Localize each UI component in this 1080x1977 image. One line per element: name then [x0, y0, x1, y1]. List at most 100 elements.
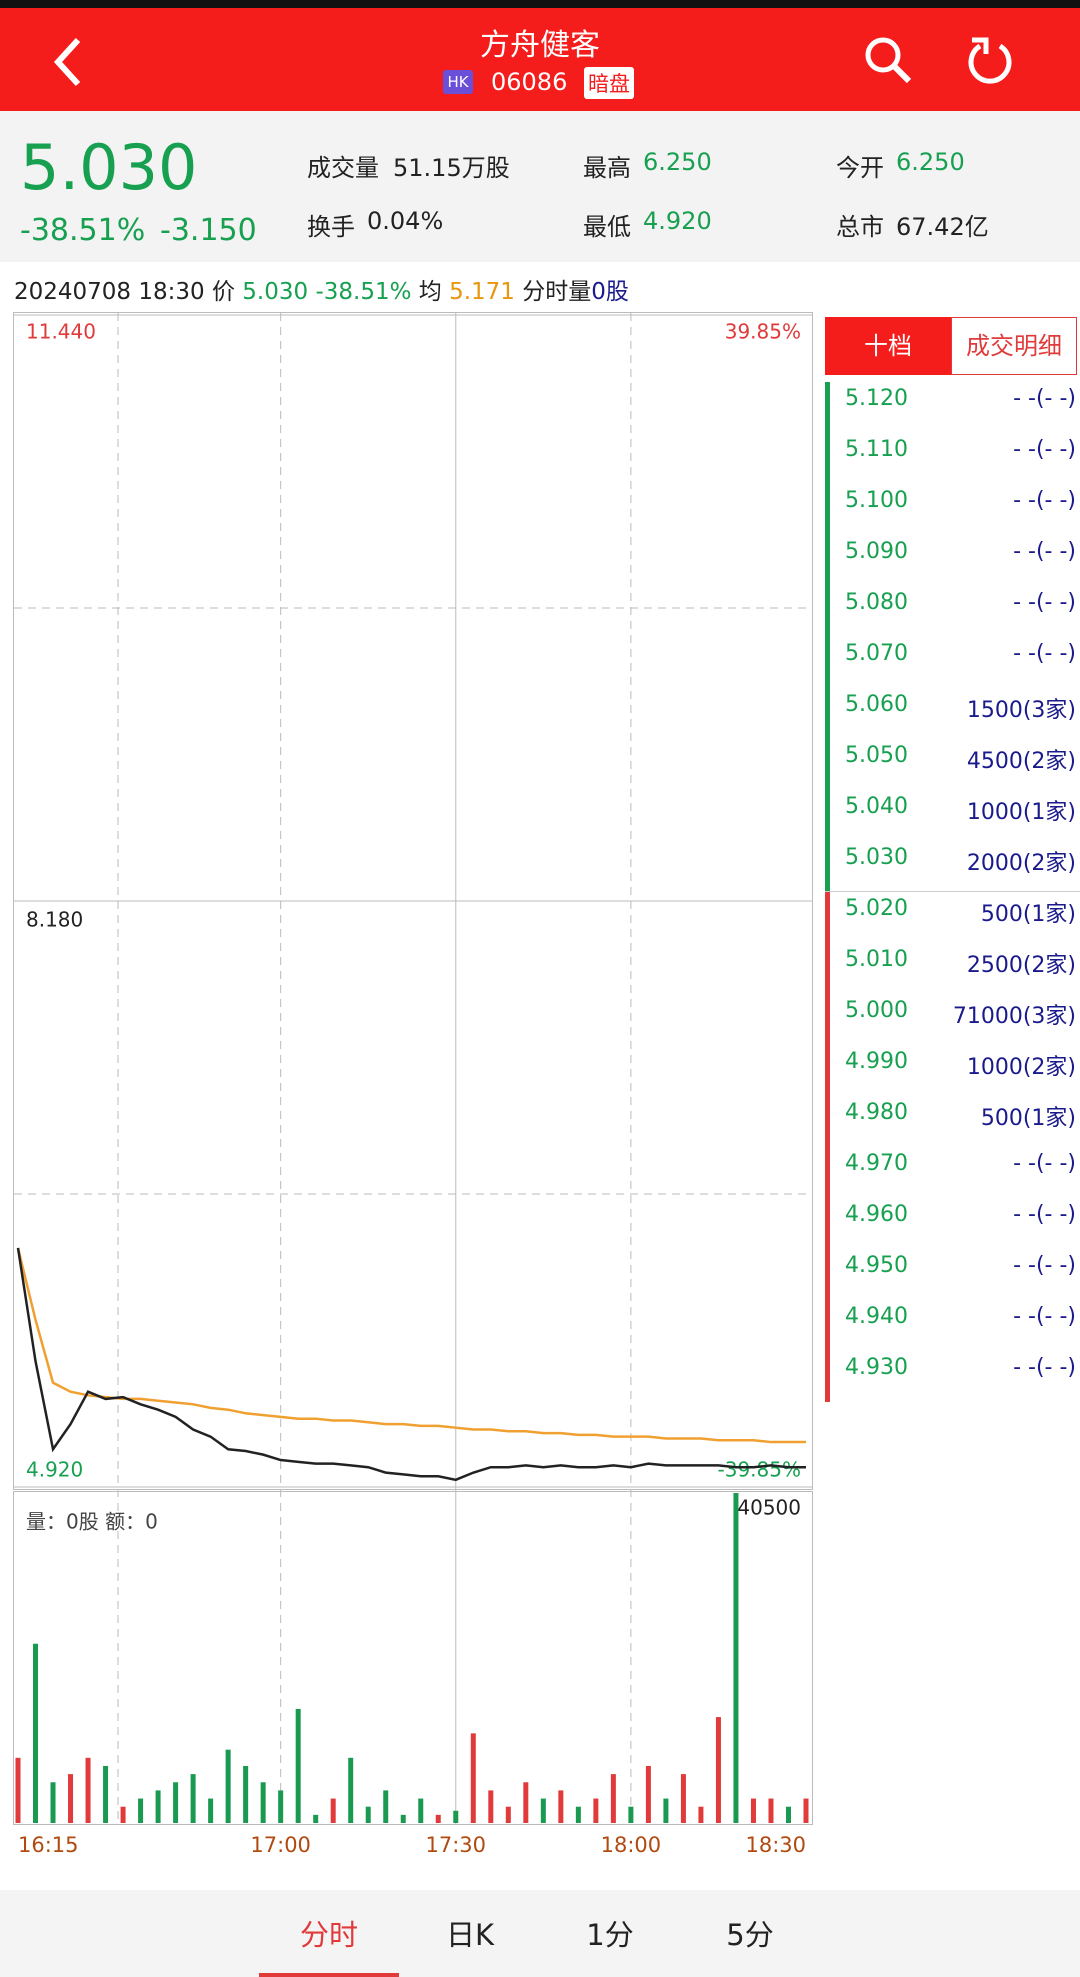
price: 5.030: [242, 279, 309, 305]
book-volume: - -(- -): [1013, 1253, 1076, 1278]
volume-bar: [50, 1782, 56, 1823]
side-bar: [825, 1096, 830, 1147]
avg: 5.171: [449, 279, 515, 305]
order-book: 十档 成交明细 5.120 - -(- -) 5.110 - -(- -) 5.100 - -…: [825, 314, 1080, 1404]
book-price: 5.120: [845, 386, 908, 411]
stat-label: 换手: [307, 213, 355, 241]
book-price: 5.050: [845, 743, 908, 768]
book-volume: - -(- -): [1013, 488, 1076, 513]
volume-tick-label: 40500: [737, 1496, 801, 1520]
book-volume: 500(1家): [980, 902, 1076, 927]
book-volume: 1000(1家): [966, 800, 1076, 825]
volume-bar: [645, 1765, 651, 1823]
volume-panel: [13, 1491, 813, 1825]
volume-bar: [575, 1806, 581, 1823]
stat-value: 51.15万股: [393, 154, 510, 182]
volume-bar: [225, 1749, 231, 1823]
price-line: [16, 1247, 806, 1444]
volume-bar: [313, 1814, 319, 1823]
intraday-chart: 11.440 8.180 4.920 39.85% -39.85% 16:15 17:00 1…: [13, 312, 813, 1857]
book-volume: 500(1家): [980, 1106, 1076, 1131]
book-price: 4.970: [845, 1151, 908, 1176]
volume-bar: [750, 1798, 756, 1823]
book-volume: 1500(3家): [966, 698, 1076, 723]
volume-bar: [803, 1798, 809, 1823]
volume-bar: [663, 1798, 669, 1823]
volume-bar: [365, 1806, 371, 1823]
bottom-tab[interactable]: 1分: [586, 1918, 634, 1952]
side-bar: [825, 637, 830, 688]
y-tick-label: 8.180: [26, 908, 83, 932]
stat-value: 4.920: [643, 207, 712, 235]
bottom-tab[interactable]: 5分: [726, 1918, 774, 1952]
volume-label: 分时量: [522, 279, 592, 305]
side-bar: [825, 535, 830, 586]
volume-bar: [190, 1774, 196, 1823]
x-tick-label: 17:00: [250, 1833, 311, 1857]
book-volume: 4500(2家): [966, 749, 1076, 774]
stock-code: 06086: [491, 68, 568, 96]
avg-label: 均: [418, 279, 442, 305]
x-tick-label: 17:30: [426, 1833, 487, 1857]
search-button[interactable]: [862, 34, 914, 86]
book-price: 5.020: [845, 896, 908, 921]
volume-bar: [453, 1810, 459, 1823]
stat-label: 成交量: [307, 154, 379, 182]
book-volume: - -(- -): [1013, 1304, 1076, 1329]
x-tick-label: 18:00: [601, 1833, 662, 1857]
book-price: 5.110: [845, 437, 908, 462]
book-volume: - -(- -): [1013, 590, 1076, 615]
book-price: 5.080: [845, 590, 908, 615]
side-bar: [825, 892, 830, 943]
book-volume: - -(- -): [1013, 1202, 1076, 1227]
book-volume: 2500(2家): [966, 953, 1076, 978]
volume-bar: [120, 1806, 126, 1823]
volume-bar: [103, 1765, 109, 1823]
x-tick-label: 18:30: [745, 1833, 806, 1857]
volume-bar: [260, 1782, 266, 1823]
market-badge: HK: [443, 70, 473, 94]
time: 20240708 18:30: [14, 279, 205, 305]
side-bar: [825, 1249, 830, 1300]
book-price: 4.950: [845, 1253, 908, 1278]
bottom-tab[interactable]: 分时: [299, 1918, 358, 1952]
change-pct: -38.51%: [20, 213, 146, 248]
refresh-button[interactable]: [964, 34, 1016, 88]
book-volume: - -(- -): [1013, 1151, 1076, 1176]
y-tick-label: 4.920: [26, 1458, 83, 1482]
y2-tick-label: -39.85%: [718, 1458, 801, 1482]
volume-bar: [680, 1774, 686, 1823]
volume: 0股: [591, 279, 629, 305]
volume-bar: [330, 1798, 336, 1823]
stat-value: 67.42亿: [896, 213, 989, 241]
volume-bar: [715, 1717, 721, 1823]
side-bar: [825, 1351, 830, 1402]
book-tab[interactable]: 成交明细: [951, 317, 1077, 375]
stat-label: 今开: [836, 154, 884, 182]
book-volume: 71000(3家): [952, 1004, 1076, 1029]
side-bar: [825, 382, 830, 433]
volume-bar: [488, 1790, 494, 1823]
volume-bar: [418, 1798, 424, 1823]
status-bar: [0, 0, 1080, 8]
volume-bar: [505, 1806, 511, 1823]
header: 方舟健客 HK 06086 暗盘: [0, 8, 1080, 111]
bottom-tab[interactable]: 日K: [445, 1918, 495, 1952]
volume-bar: [15, 1757, 21, 1823]
volume-bar: [698, 1806, 704, 1823]
back-button[interactable]: [48, 36, 88, 88]
volume-bar: [470, 1733, 476, 1823]
volume-bar: [768, 1798, 774, 1823]
side-bar: [825, 994, 830, 1045]
side-bar: [825, 1147, 830, 1198]
volume-bar: [348, 1757, 354, 1823]
volume-bar: [785, 1806, 791, 1823]
side-bar: [825, 790, 830, 841]
volume-bar: [593, 1798, 599, 1823]
book-price: 5.070: [845, 641, 908, 666]
book-tab[interactable]: 十档: [825, 317, 951, 375]
side-bar: [825, 1198, 830, 1249]
stat-label: 总市: [836, 213, 884, 241]
bottom-tabs: 分时 日K 1分 5分: [0, 1890, 1080, 1977]
side-bar: [825, 1300, 830, 1351]
